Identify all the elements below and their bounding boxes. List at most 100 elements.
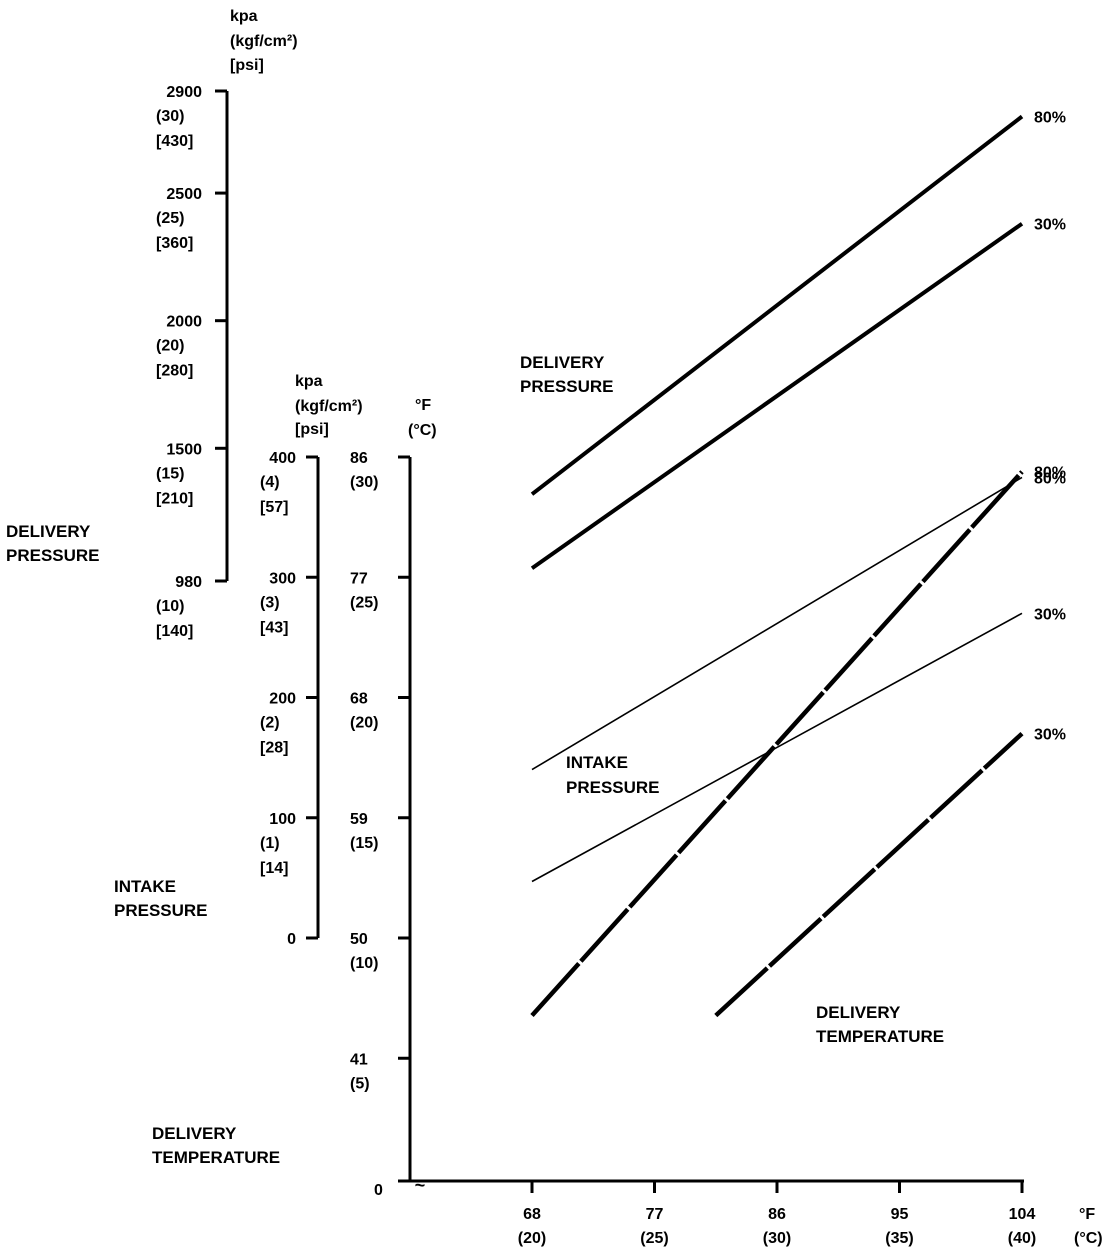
delivery-temperature-tick-f: 86 (350, 450, 368, 467)
delivery-temperature-series-80pct (530, 470, 1024, 1018)
delivery-temperature-tick-f: 77 (350, 570, 368, 587)
label-intake-pressure-line1: INTAKE (566, 753, 628, 772)
x-axis-tick-f: 86 (768, 1206, 786, 1223)
delivery-temperature-tick-f: 68 (350, 691, 368, 708)
delivery-pressure-series-80pct (530, 114, 1024, 496)
delivery-pressure-tick-kgf: (15) (156, 465, 184, 482)
delivery-temperature-tick-c: (30) (350, 474, 378, 491)
delivery-temperature-tick-f: 41 (350, 1051, 368, 1068)
delivery-pressure-tick-kgf: (20) (156, 338, 184, 355)
series-layer: 80% 30% 80% 30% 80% 30% (530, 110, 1066, 1018)
intake-pressure-tick-psi: [43] (260, 619, 288, 636)
delivery-pressure-unit-kpa: kpa (230, 8, 258, 25)
intake-pressure-tick-kgf: (2) (260, 715, 280, 732)
intake-pressure-series-label: 80% (1034, 470, 1066, 487)
delivery-pressure-axis-name-line1: DELIVERY (6, 522, 91, 541)
delivery-pressure-series-label: 80% (1034, 110, 1066, 127)
x-axis-tick-c: (35) (885, 1230, 913, 1247)
delivery-temperature-axis-name-line2: TEMPERATURE (152, 1148, 280, 1167)
x-axis-ticks: 68 (20) 77 (25) 86 (30) 95 (35) 104 (40) (518, 1181, 1036, 1247)
delivery-temperature-axis-name-line1: DELIVERY (152, 1124, 237, 1143)
intake-pressure-tick-kpa: 200 (269, 691, 296, 708)
intake-pressure-tick-kpa: 400 (269, 450, 296, 467)
delivery-pressure-tick-kpa: 980 (175, 574, 202, 591)
intake-pressure-series-label: 30% (1034, 606, 1066, 623)
axis-break-mark: ≈ (415, 1173, 425, 1193)
delivery-temperature-tick-c: (15) (350, 835, 378, 852)
x-axis-tick-c: (20) (518, 1230, 546, 1247)
x-axis-tick-f: 77 (646, 1206, 664, 1223)
delivery-temperature-series-30pct (714, 731, 1024, 1018)
delivery-pressure-series-label: 30% (1034, 217, 1066, 234)
delivery-pressure-axis-name-line2: PRESSURE (6, 546, 100, 565)
delivery-temperature-units: °F (°C) (408, 397, 437, 439)
delivery-pressure-tick-kpa: 1500 (166, 441, 202, 458)
intake-pressure-axis-name-line1: INTAKE (114, 877, 176, 896)
label-delivery-temperature-line1: DELIVERY (816, 1003, 901, 1022)
x-axis-tick-c: (40) (1008, 1230, 1036, 1247)
label-delivery-pressure: DELIVERY PRESSURE (520, 353, 614, 396)
delivery-pressure-tick-psi: [360] (156, 235, 193, 252)
delivery-pressure-ticks: 2900 (30) [430] 2500 (25) [360] 2000 (20) [280] 1… (156, 84, 227, 640)
delivery-temperature-series-label: 80% (1034, 465, 1066, 482)
x-axis-tick-f: 68 (523, 1206, 541, 1223)
intake-pressure-tick-kgf: (4) (260, 474, 280, 491)
x-axis-tick-c: (30) (763, 1230, 791, 1247)
intake-pressure-unit-psi: [psi] (295, 421, 329, 438)
label-intake-pressure: INTAKE PRESSURE (566, 753, 660, 797)
delivery-temperature-tick-c: (10) (350, 955, 378, 972)
intake-pressure-axis-name: INTAKE PRESSURE (114, 877, 208, 920)
intake-pressure-tick-kgf: (3) (260, 594, 280, 611)
delivery-temperature-unit-c: (°C) (408, 422, 437, 439)
intake-pressure-units: kpa (kgf/cm²) [psi] (295, 373, 363, 438)
intake-pressure-unit-kgf: (kgf/cm²) (295, 398, 363, 415)
delivery-temperature-tick-c: (5) (350, 1075, 370, 1092)
intake-pressure-series-30pct (531, 612, 1023, 883)
label-intake-pressure-line2: PRESSURE (566, 778, 660, 797)
delivery-temperature-tick-c: (20) (350, 715, 378, 732)
delivery-pressure-tick-kpa: 2500 (166, 186, 202, 203)
temperature-origin-label: 0 (374, 1182, 383, 1199)
label-delivery-temperature: DELIVERY TEMPERATURE (816, 1003, 944, 1046)
delivery-pressure-units: kpa (kgf/cm²) [psi] (230, 8, 298, 74)
delivery-temperature-tick-c: (25) (350, 594, 378, 611)
x-axis-unit-c: (°C) (1074, 1230, 1103, 1247)
intake-pressure-tick-kpa: 300 (269, 570, 296, 587)
label-delivery-temperature-line2: TEMPERATURE (816, 1027, 944, 1046)
delivery-temperature-unit-f: °F (415, 397, 431, 414)
delivery-pressure-tick-psi: [430] (156, 133, 193, 150)
intake-pressure-tick-kpa: 0 (287, 931, 296, 948)
delivery-pressure-tick-kgf: (30) (156, 108, 184, 125)
delivery-pressure-tick-psi: [280] (156, 363, 193, 380)
delivery-temperature-tick-f: 50 (350, 931, 368, 948)
intake-pressure-series-80pct (531, 476, 1023, 771)
delivery-pressure-tick-kgf: (25) (156, 210, 184, 227)
x-axis-tick-f: 104 (1009, 1206, 1036, 1223)
delivery-pressure-tick-psi: [140] (156, 623, 193, 640)
delivery-temperature-tick-f: 59 (350, 811, 368, 828)
delivery-pressure-tick-kpa: 2000 (166, 314, 202, 331)
intake-pressure-axis-name-line2: PRESSURE (114, 901, 208, 920)
intake-pressure-ticks: 400 (4) [57] 300 (3) [43] 200 (2) [28] 100 (1) [14]… (260, 450, 318, 948)
x-axis-tick-c: (25) (640, 1230, 668, 1247)
label-delivery-pressure-line2: PRESSURE (520, 377, 614, 396)
intake-pressure-tick-psi: [14] (260, 860, 288, 877)
delivery-pressure-tick-kpa: 2900 (166, 84, 202, 101)
intake-pressure-tick-kpa: 100 (269, 811, 296, 828)
delivery-pressure-tick-kgf: (10) (156, 598, 184, 615)
delivery-temperature-series-label: 30% (1034, 727, 1066, 744)
delivery-pressure-unit-kgf: (kgf/cm²) (230, 33, 298, 50)
delivery-pressure-series-30pct (530, 222, 1024, 570)
delivery-pressure-unit-psi: [psi] (230, 57, 264, 74)
intake-pressure-tick-kgf: (1) (260, 835, 280, 852)
label-delivery-pressure-line1: DELIVERY (520, 353, 605, 372)
intake-pressure-tick-psi: [57] (260, 499, 288, 516)
intake-pressure-unit-kpa: kpa (295, 373, 323, 390)
delivery-temperature-axis-name: DELIVERY TEMPERATURE (152, 1124, 280, 1167)
intake-pressure-tick-psi: [28] (260, 740, 288, 757)
x-axis-units: °F (°C) (1074, 1206, 1103, 1247)
x-axis-tick-f: 95 (891, 1206, 909, 1223)
delivery-temperature-ticks: 86 (30) 77 (25) 68 (20) 59 (15) 50 (10) 41 (5) (350, 450, 410, 1092)
x-axis-unit-f: °F (1079, 1206, 1095, 1223)
